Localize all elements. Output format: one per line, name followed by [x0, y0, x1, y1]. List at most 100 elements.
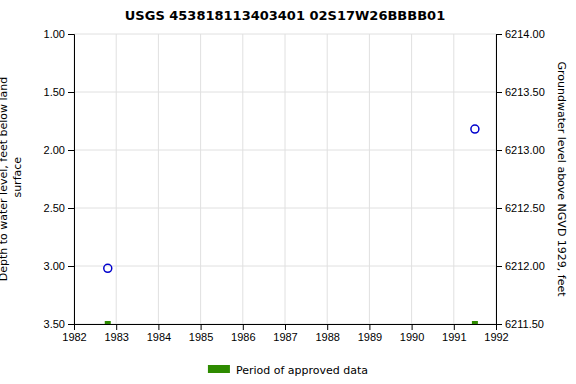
grid-line-y: [74, 208, 496, 209]
axis-line: [75, 325, 497, 331]
tick-mark: [285, 324, 286, 330]
axis-line: [68, 35, 75, 325]
tick: 1.00: [44, 28, 74, 40]
tick: 6212.00: [496, 260, 545, 272]
y-axis-title: Depth to water level, feet below land su…: [0, 77, 24, 282]
tick-label: 6213.00: [505, 144, 545, 156]
tick-label: 1.00: [44, 28, 65, 40]
tick: 1991: [442, 324, 466, 343]
tick: 1990: [400, 324, 424, 343]
tick-label: 3.50: [44, 318, 65, 330]
grid-line-x: [242, 34, 243, 324]
tick: 6214.00: [496, 28, 545, 40]
point: [471, 125, 479, 133]
tick-mark: [68, 324, 74, 325]
grid-line-x: [369, 34, 370, 324]
chart: 1982 1983 1984 1985 1986 1987 1988 1989 1990 1991…: [0, 0, 576, 384]
tick-label: 3.00: [44, 260, 65, 272]
legend-item: Period of approved data: [208, 364, 368, 377]
grid-line-x: [116, 34, 117, 324]
legend: Period of approved data: [208, 364, 368, 377]
tick-label: 6211.50: [505, 318, 544, 330]
tick-mark: [369, 324, 370, 330]
tick-label: 2.00: [44, 144, 65, 156]
tick-mark: [496, 150, 502, 151]
tick-label: 1986: [231, 331, 255, 343]
tick: 1986: [231, 324, 255, 343]
tick: 3.00: [44, 260, 74, 272]
tick: 1985: [189, 324, 213, 343]
y2-axis: 6211.50 6212.00 6212.50 6213.00 6213.50 6214.…: [496, 28, 545, 330]
x-axis: 1982 1983 1984 1985 1986 1987 1988 1989 1990 1991…: [62, 324, 508, 343]
tick: 1987: [273, 324, 297, 343]
tick: 1989: [358, 324, 382, 343]
tick-label: 1988: [315, 331, 339, 343]
tick-label: 6213.50: [505, 86, 545, 98]
tick-mark: [454, 324, 455, 330]
tick-mark: [68, 150, 74, 151]
tick-label: 6212.00: [505, 260, 545, 272]
tick-mark: [201, 324, 202, 330]
point: [104, 264, 112, 272]
tick-label: 1982: [62, 331, 86, 343]
y-axis-title-line: Depth to water level, feet below land: [0, 77, 10, 282]
tick-mark: [496, 324, 502, 325]
y2-axis-title: Groundwater level above NGVD 1929, feet: [555, 61, 568, 297]
tick-mark: [158, 324, 159, 330]
tick: 1988: [315, 324, 339, 343]
tick: 3.50: [44, 318, 74, 330]
tick-mark: [327, 324, 328, 330]
grid-line-y: [74, 150, 496, 151]
tick-mark: [496, 266, 502, 267]
series: [104, 125, 479, 272]
tick: 2.00: [44, 144, 74, 156]
grid-line-x: [453, 34, 454, 324]
tick-label: 1989: [358, 331, 382, 343]
tick-label: 1985: [189, 331, 213, 343]
marks: [104, 125, 479, 324]
grid-line-x: [158, 34, 159, 324]
tick-mark: [243, 324, 244, 330]
axis-line: [497, 35, 503, 325]
y-axis-title-line: surface: [11, 157, 24, 201]
tick-label: 6212.50: [505, 202, 545, 214]
tick-mark: [68, 266, 74, 267]
grid: [74, 34, 496, 324]
tick: 1983: [104, 324, 128, 343]
tick-mark: [116, 324, 117, 330]
tick-label: 1984: [147, 331, 171, 343]
tick-label: 1987: [273, 331, 297, 343]
tick-mark: [496, 92, 502, 93]
grid-line-x: [200, 34, 201, 324]
tick-label: 1.50: [44, 86, 65, 98]
tick-mark: [412, 324, 413, 330]
tick-mark: [68, 34, 74, 35]
tick-label: 1991: [442, 331, 466, 343]
tick: 6212.50: [496, 202, 545, 214]
tick-mark: [68, 92, 74, 93]
tick: 1.50: [44, 86, 74, 98]
tick: 1982: [62, 324, 86, 343]
grid-line-x: [327, 34, 328, 324]
tick: 1984: [147, 324, 171, 343]
grid-line-x: [411, 34, 412, 324]
series: [105, 321, 478, 324]
tick-label: 1992: [484, 331, 508, 343]
legend-swatch: [208, 365, 230, 373]
tick-mark: [496, 34, 502, 35]
title: USGS 453818113403401 02S17W26BBBB01: [125, 8, 445, 23]
tick-mark: [68, 208, 74, 209]
grid-line-x: [285, 34, 286, 324]
point: [105, 321, 111, 324]
grid-line-y: [74, 266, 496, 267]
legend-label: Period of approved data: [236, 364, 368, 377]
tick-mark: [496, 208, 502, 209]
tick: 6211.50: [496, 318, 544, 330]
tick: 6213.50: [496, 86, 545, 98]
tick: 2.50: [44, 202, 74, 214]
tick-label: 1983: [104, 331, 128, 343]
tick-label: 2.50: [44, 202, 65, 214]
point: [472, 321, 478, 324]
plot: 1982 1983 1984 1985 1986 1987 1988 1989 1990 1991…: [44, 28, 545, 343]
tick-label: 1990: [400, 331, 424, 343]
